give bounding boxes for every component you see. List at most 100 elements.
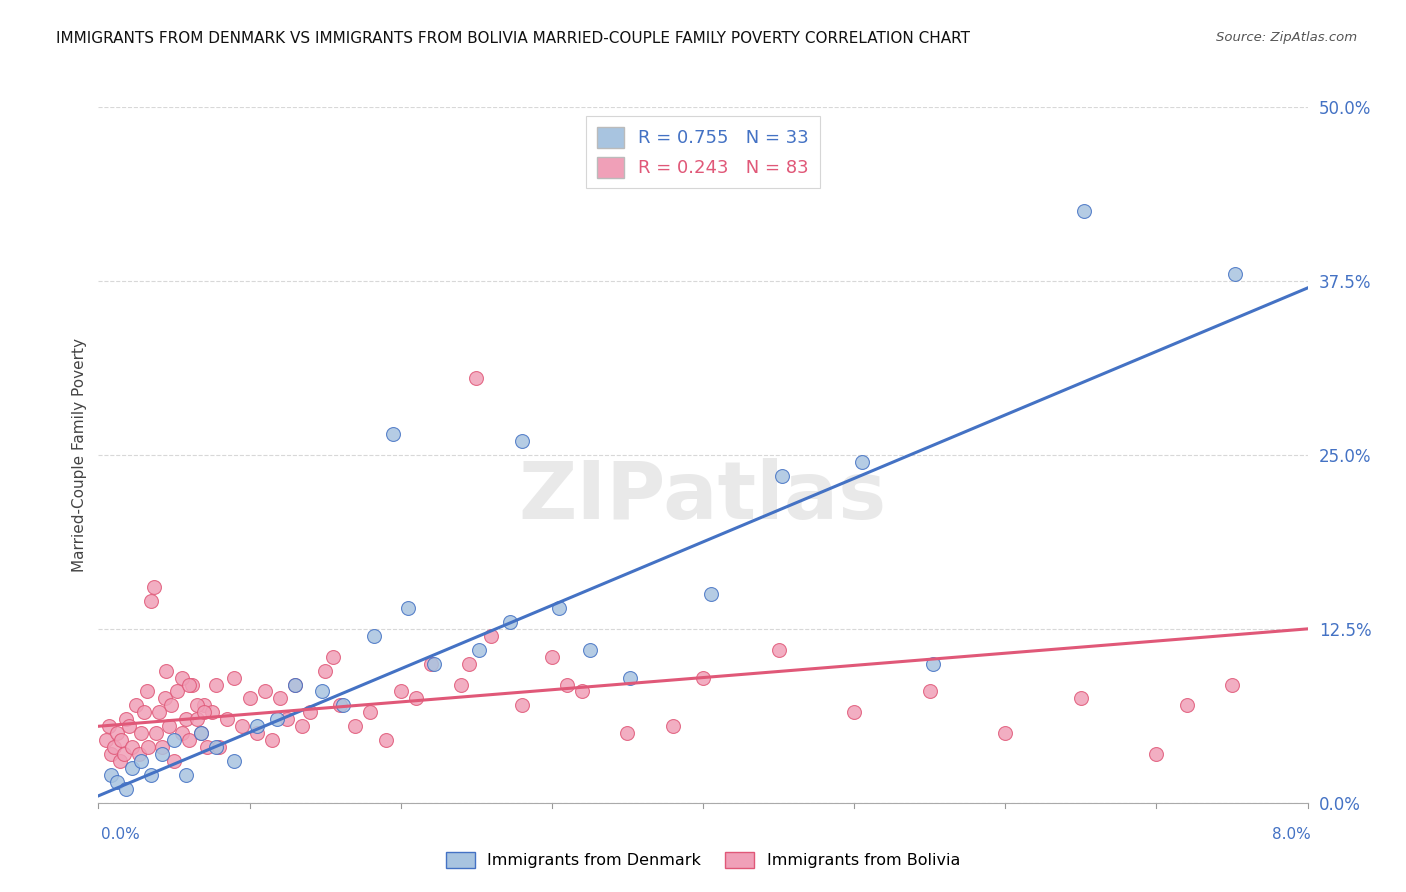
Point bbox=[224, 754, 246, 768]
Point bbox=[193, 698, 215, 713]
Point bbox=[363, 629, 385, 643]
Point bbox=[163, 754, 186, 768]
Point bbox=[195, 740, 218, 755]
Point bbox=[94, 733, 117, 747]
Point bbox=[420, 657, 443, 671]
Point bbox=[481, 629, 503, 643]
Point bbox=[555, 677, 578, 691]
Point bbox=[143, 580, 166, 594]
Point bbox=[190, 726, 212, 740]
Point bbox=[266, 712, 288, 726]
Text: 8.0%: 8.0% bbox=[1271, 827, 1310, 841]
Point bbox=[540, 649, 562, 664]
Point bbox=[174, 768, 197, 782]
Point bbox=[851, 455, 873, 469]
Point bbox=[145, 726, 167, 740]
Point bbox=[114, 712, 136, 726]
Point bbox=[205, 740, 228, 755]
Point bbox=[177, 733, 201, 747]
Point bbox=[844, 706, 866, 720]
Point bbox=[382, 427, 405, 442]
Point bbox=[396, 601, 419, 615]
Point bbox=[135, 684, 157, 698]
Point bbox=[118, 719, 141, 733]
Point bbox=[921, 657, 943, 671]
Point bbox=[389, 684, 412, 698]
Point bbox=[190, 726, 212, 740]
Point bbox=[148, 706, 170, 720]
Point bbox=[239, 691, 262, 706]
Point bbox=[100, 747, 122, 761]
Point bbox=[121, 761, 143, 775]
Point bbox=[1144, 747, 1167, 761]
Point bbox=[181, 677, 204, 691]
Point bbox=[616, 726, 638, 740]
Point bbox=[129, 754, 152, 768]
Point bbox=[128, 747, 150, 761]
Point bbox=[374, 733, 396, 747]
Point bbox=[571, 684, 593, 698]
Point bbox=[276, 712, 298, 726]
Point bbox=[103, 740, 125, 755]
Point bbox=[329, 698, 352, 713]
Point bbox=[918, 684, 941, 698]
Text: IMMIGRANTS FROM DENMARK VS IMMIGRANTS FROM BOLIVIA MARRIED-COUPLE FAMILY POVERTY: IMMIGRANTS FROM DENMARK VS IMMIGRANTS FR… bbox=[56, 31, 970, 46]
Point bbox=[298, 706, 321, 720]
Point bbox=[215, 712, 238, 726]
Point bbox=[246, 719, 269, 733]
Point bbox=[153, 691, 176, 706]
Point bbox=[1073, 204, 1095, 219]
Point bbox=[112, 747, 135, 761]
Point bbox=[405, 691, 427, 706]
Point bbox=[129, 726, 152, 740]
Point bbox=[457, 657, 479, 671]
Point bbox=[150, 740, 173, 755]
Point bbox=[224, 671, 246, 685]
Point bbox=[231, 719, 253, 733]
Point bbox=[186, 698, 208, 713]
Point bbox=[170, 726, 193, 740]
Point bbox=[100, 768, 122, 782]
Point bbox=[155, 664, 177, 678]
Point bbox=[1070, 691, 1092, 706]
Point bbox=[994, 726, 1017, 740]
Point bbox=[1223, 267, 1246, 281]
Point bbox=[174, 712, 197, 726]
Point bbox=[423, 657, 446, 671]
Legend: R = 0.755   N = 33, R = 0.243   N = 83: R = 0.755 N = 33, R = 0.243 N = 83 bbox=[586, 116, 820, 188]
Text: Source: ZipAtlas.com: Source: ZipAtlas.com bbox=[1216, 31, 1357, 45]
Point bbox=[110, 733, 132, 747]
Point bbox=[619, 671, 641, 685]
Point bbox=[332, 698, 354, 713]
Point bbox=[170, 671, 193, 685]
Point bbox=[105, 775, 128, 789]
Point bbox=[291, 719, 314, 733]
Point bbox=[132, 706, 155, 720]
Point bbox=[269, 691, 291, 706]
Point bbox=[314, 664, 336, 678]
Y-axis label: Married-Couple Family Poverty: Married-Couple Family Poverty bbox=[72, 338, 87, 572]
Point bbox=[699, 587, 721, 601]
Point bbox=[205, 677, 228, 691]
Point bbox=[768, 642, 790, 657]
Point bbox=[98, 719, 121, 733]
Point bbox=[344, 719, 367, 733]
Text: 0.0%: 0.0% bbox=[101, 827, 141, 841]
Point bbox=[1220, 677, 1243, 691]
Point bbox=[125, 698, 148, 713]
Point bbox=[201, 706, 224, 720]
Point bbox=[578, 642, 600, 657]
Point bbox=[105, 726, 128, 740]
Point bbox=[465, 371, 488, 385]
Point bbox=[159, 719, 181, 733]
Point bbox=[284, 677, 307, 691]
Point bbox=[163, 733, 186, 747]
Point bbox=[450, 677, 472, 691]
Point bbox=[108, 754, 131, 768]
Point bbox=[468, 642, 491, 657]
Point bbox=[141, 768, 163, 782]
Text: ZIPatlas: ZIPatlas bbox=[519, 458, 887, 536]
Point bbox=[284, 677, 307, 691]
Point bbox=[311, 684, 333, 698]
Point bbox=[1175, 698, 1198, 713]
